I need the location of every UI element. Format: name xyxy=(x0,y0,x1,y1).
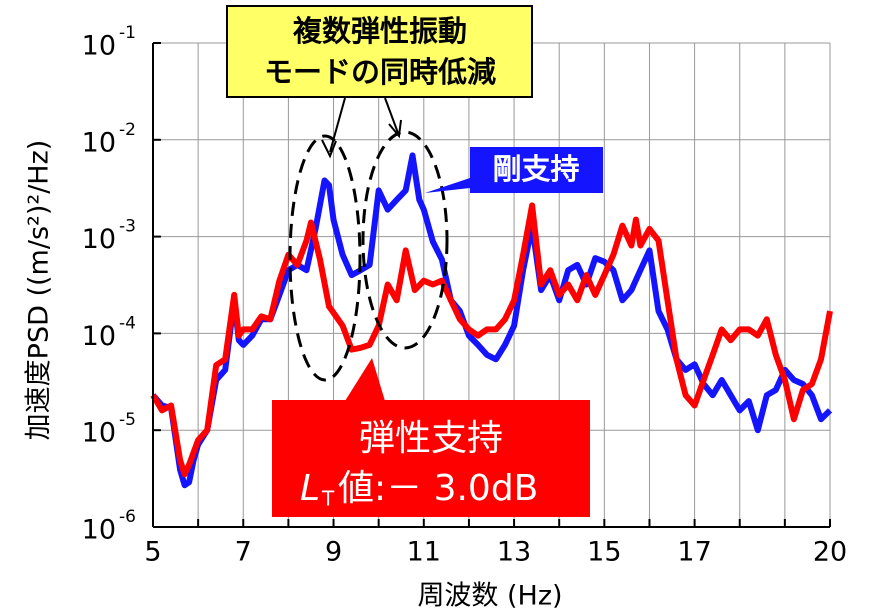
x-tick-label: 15 xyxy=(587,537,621,568)
y-tick-exponent: -5 xyxy=(119,410,136,430)
arrow xyxy=(329,97,346,153)
lt-symbol: L xyxy=(300,468,320,509)
x-tick-label: 13 xyxy=(497,537,531,568)
y-tick-label: 10 xyxy=(82,515,116,546)
x-tick-label: 9 xyxy=(325,537,342,568)
axes: 10 -110 -210 -310 -410 -510 -65 7 9 11 13 15 17 20 xyxy=(82,23,848,568)
series-line xyxy=(150,202,833,478)
lt-subscript: T xyxy=(321,487,335,511)
label-pointer xyxy=(425,178,470,193)
y-tick-exponent: -2 xyxy=(119,120,136,140)
y-tick-label: 10 xyxy=(82,127,116,158)
x-tick-label: 11 xyxy=(407,537,441,568)
y-tick-exponent: -6 xyxy=(119,507,136,527)
series-line xyxy=(150,152,833,489)
arrow xyxy=(384,97,399,134)
y-tick-label: 10 xyxy=(82,321,116,352)
y-tick-exponent: -1 xyxy=(119,23,136,43)
y-tick-label: 10 xyxy=(82,31,116,62)
x-tick-label: 20 xyxy=(813,537,847,568)
y-tick-exponent: -4 xyxy=(119,313,136,333)
series-label: 弾性支持 xyxy=(359,418,503,459)
y-tick-label: 10 xyxy=(82,418,116,449)
callout-text: 複数弾性振動 xyxy=(293,14,467,48)
series-lines xyxy=(150,152,833,489)
series-label-box xyxy=(470,147,603,193)
lt-value: 値:－ 3.0dB xyxy=(338,468,538,509)
label-pointer xyxy=(345,358,385,401)
series-label-box xyxy=(272,400,590,517)
x-tick-label: 5 xyxy=(144,537,161,568)
y-tick-label: 10 xyxy=(82,224,116,255)
highlight-ellipse xyxy=(288,134,362,382)
arrow-head xyxy=(388,119,402,139)
arrow-head xyxy=(321,139,337,159)
series-label: 剛支持 xyxy=(492,152,579,186)
x-tick-label: 7 xyxy=(235,537,252,568)
y-tick-exponent: -3 xyxy=(119,217,136,237)
callout-text: モードの同時低減 xyxy=(264,55,496,89)
x-tick-label: 17 xyxy=(677,537,711,568)
x-axis-label: 周波数 (Hz) xyxy=(417,581,562,612)
highlight-ellipse xyxy=(361,130,449,350)
y-axis-label: 加速度PSD ((m/s²)²/Hz) xyxy=(24,140,55,441)
callout-box xyxy=(226,5,533,98)
